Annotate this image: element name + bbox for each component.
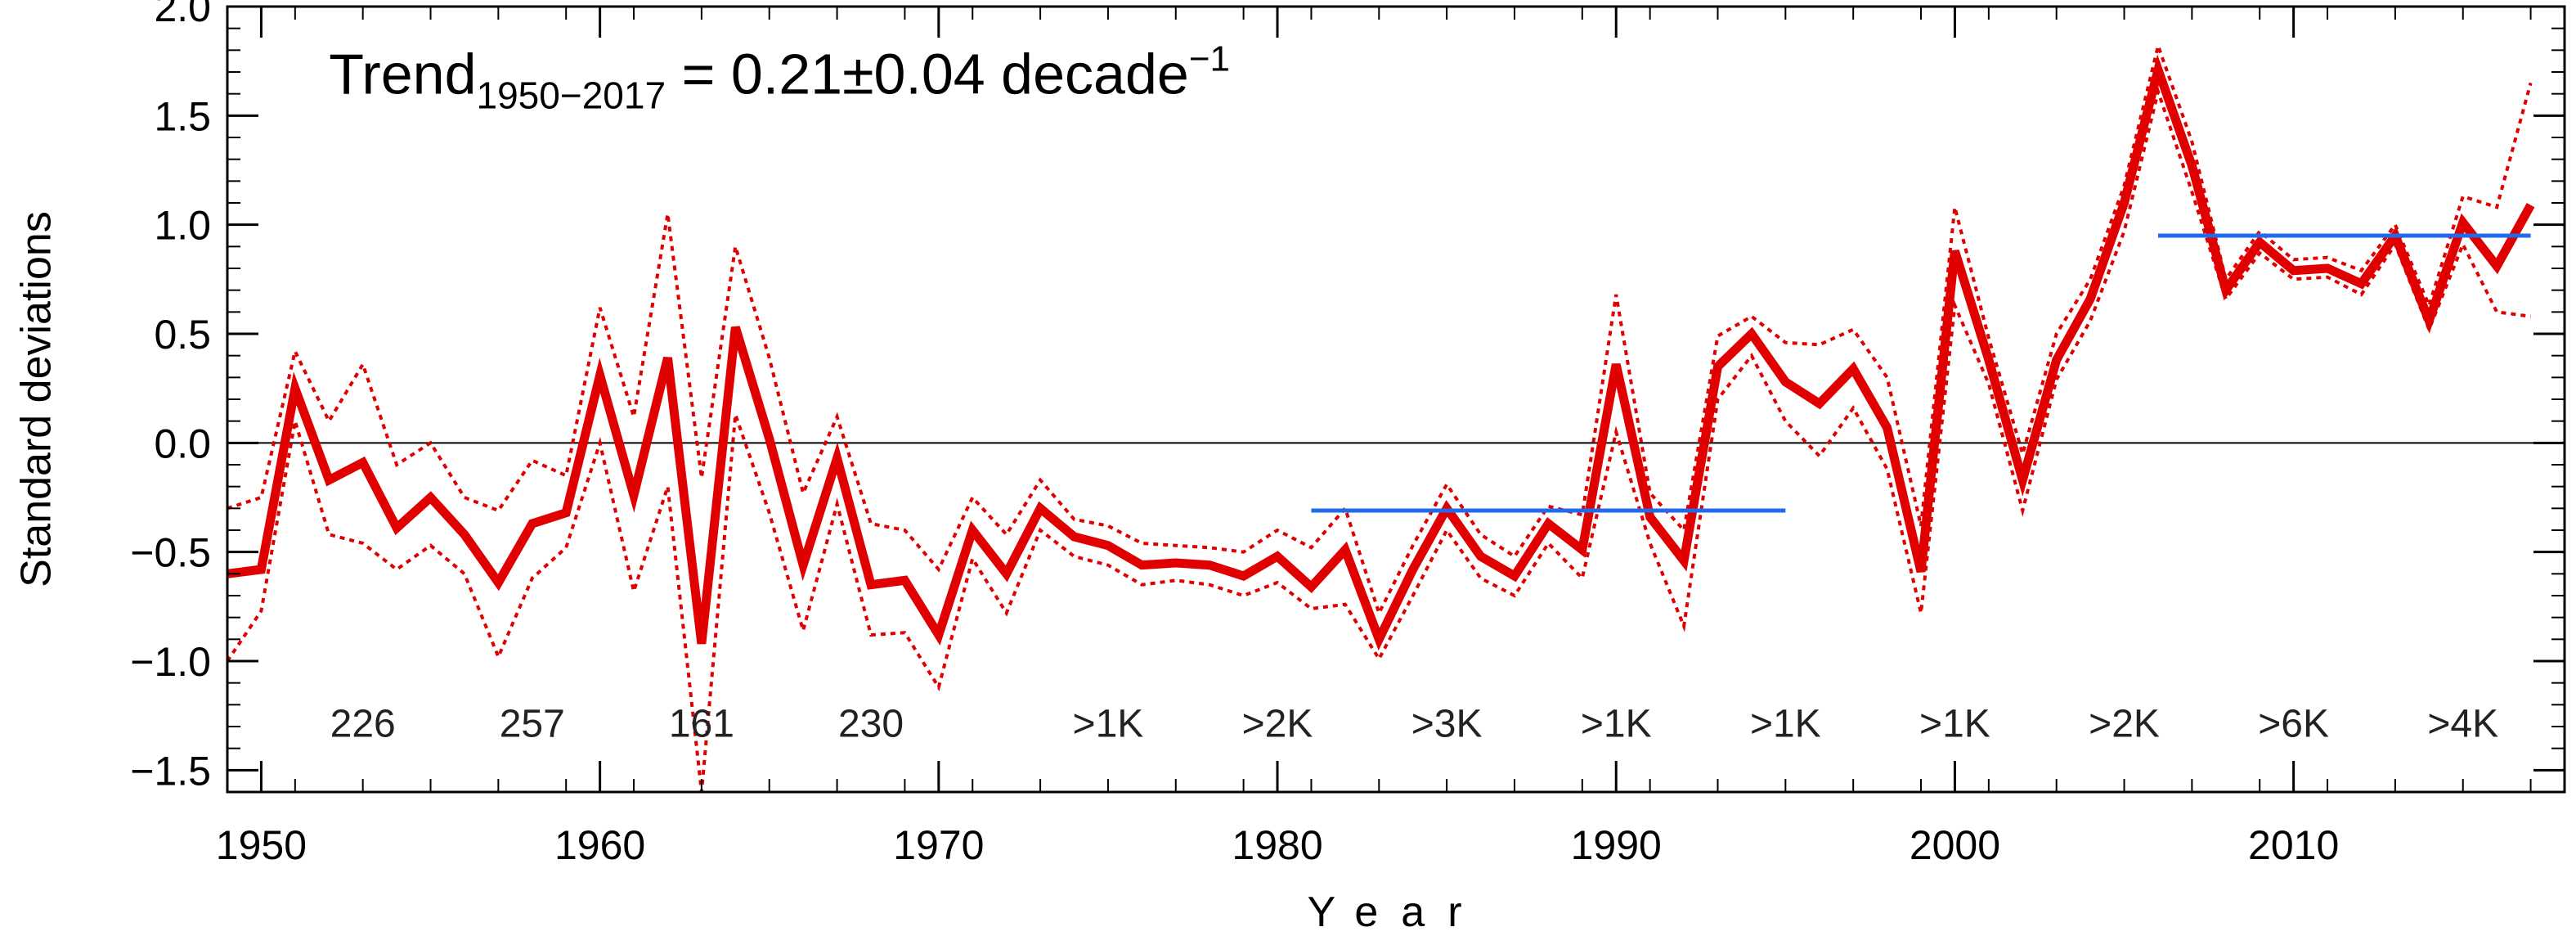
x-tick-label: 1960 xyxy=(554,822,645,868)
period-mean-layer xyxy=(1311,233,2531,513)
axes: −1.5 −1.0 −0.5 0.0 0.5 1.0 1.5 2.0 1950 1960 1970 1… xyxy=(130,0,2566,868)
series-lower xyxy=(226,85,2531,793)
y-tick-label: −0.5 xyxy=(130,530,211,576)
y-tick-label: 1.0 xyxy=(154,203,211,249)
sample-count-label: 257 xyxy=(500,703,565,746)
sample-count-label: >1K xyxy=(1919,703,1990,746)
y-tick-label: 0.5 xyxy=(154,312,211,358)
y-tick-label: 0.0 xyxy=(154,421,211,466)
y-tick-label: −1.5 xyxy=(130,748,211,794)
sample-count-label: 226 xyxy=(330,703,396,746)
sample-count-label: >2K xyxy=(2089,703,2160,746)
x-tick-label: 2000 xyxy=(1910,822,2000,868)
y-tick-label: 2.0 xyxy=(154,0,211,30)
x-tick-label: 1970 xyxy=(893,822,984,868)
sample-count-label: 161 xyxy=(669,703,734,746)
sample-count-label: >1K xyxy=(1581,703,1652,746)
sample-count-label: >4K xyxy=(2427,703,2498,746)
sample-count-label: >6K xyxy=(2258,703,2329,746)
trend-annotation: Trend1950−2017 = 0.21±0.04 decade−1 xyxy=(329,39,1230,117)
plot-frame xyxy=(226,5,2566,794)
axis-titles: Year Standard deviations xyxy=(13,211,1484,936)
x-axis-title: Year xyxy=(1307,889,1484,936)
trend-superscript: −1 xyxy=(1189,39,1230,79)
sample-count-label: >3K xyxy=(1411,703,1483,746)
sample-count-label: >1K xyxy=(1073,703,1144,746)
x-tick-label: 1980 xyxy=(1232,822,1322,868)
sample-count-label: >2K xyxy=(1242,703,1313,746)
sample-count-labels: 226 257 161 230 >1K >2K >3K >1K >1K >1K >2K >6K >4K xyxy=(330,703,2498,746)
series-central xyxy=(227,54,2535,651)
x-tick-label: 1990 xyxy=(1571,822,1662,868)
y-tick-label: 1.5 xyxy=(154,93,211,139)
x-tick-label: 2010 xyxy=(2248,822,2339,868)
series-layer xyxy=(226,39,2535,793)
trend-text: Trend1950−2017 = 0.21±0.04 decade−1 xyxy=(329,39,1230,117)
x-tick-label: 1950 xyxy=(216,822,307,868)
y-tick-label: −1.0 xyxy=(130,639,211,685)
sample-count-label: >1K xyxy=(1750,703,1821,746)
sample-count-label: 230 xyxy=(838,703,904,746)
trend-prefix: Trend xyxy=(329,43,476,106)
trend-subscript: 1950−2017 xyxy=(477,74,666,117)
trend-value: = 0.21±0.04 decade xyxy=(666,43,1189,106)
y-axis-title: Standard deviations xyxy=(13,211,61,587)
